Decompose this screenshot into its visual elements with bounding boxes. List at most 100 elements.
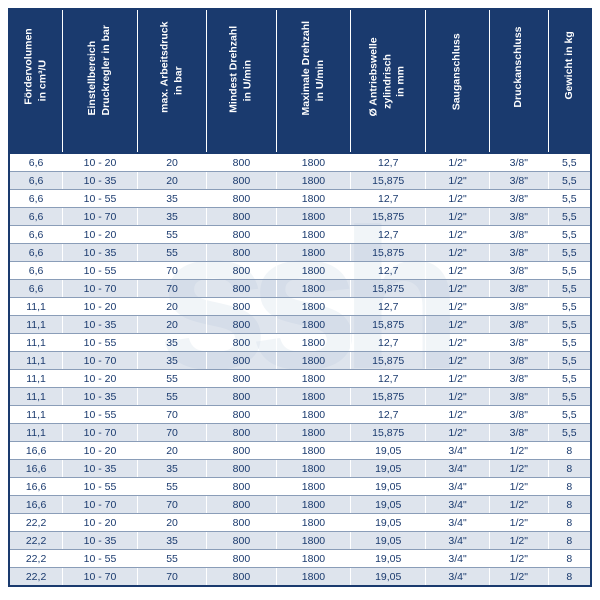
table-cell: 1/2" (490, 460, 549, 478)
table-cell: 8 (548, 532, 591, 550)
column-label: Ø Antriebswellezylindrischin mm (368, 46, 409, 116)
table-cell: 8 (548, 550, 591, 568)
table-cell: 3/8" (490, 172, 549, 190)
table-cell: 20 (137, 442, 206, 460)
table-cell: 3/8" (490, 190, 549, 208)
table-cell: 1/2" (426, 334, 490, 352)
table-cell: 3/8" (490, 388, 549, 406)
table-cell: 3/8" (490, 406, 549, 424)
table-cell: 11,1 (9, 334, 63, 352)
table-cell: 5,5 (548, 298, 591, 316)
table-row: 11,110 - 3520800180015,8751/2"3/8"5,5 (9, 316, 591, 334)
table-cell: 1800 (276, 298, 351, 316)
table-cell: 20 (137, 172, 206, 190)
table-cell: 800 (207, 208, 276, 226)
table-row: 16,610 - 2020800180019,053/4"1/2"8 (9, 442, 591, 460)
table-cell: 8 (548, 442, 591, 460)
table-cell: 1/2" (490, 550, 549, 568)
table-cell: 55 (137, 550, 206, 568)
table-cell: 15,875 (351, 172, 426, 190)
table-cell: 800 (207, 442, 276, 460)
table-cell: 1800 (276, 244, 351, 262)
table-row: 22,210 - 3535800180019,053/4"1/2"8 (9, 532, 591, 550)
table-cell: 800 (207, 352, 276, 370)
table-cell: 12,7 (351, 190, 426, 208)
table-row: 16,610 - 5555800180019,053/4"1/2"8 (9, 478, 591, 496)
table-cell: 5,5 (548, 226, 591, 244)
table-cell: 11,1 (9, 298, 63, 316)
table-cell: 800 (207, 550, 276, 568)
table-cell: 5,5 (548, 262, 591, 280)
table-cell: 800 (207, 532, 276, 550)
table-cell: 1800 (276, 352, 351, 370)
table-cell: 15,875 (351, 244, 426, 262)
table-cell: 55 (137, 370, 206, 388)
column-label: EinstellbereichDruckregler in bar (86, 46, 113, 116)
table-cell: 1/2" (426, 352, 490, 370)
table-cell: 11,1 (9, 352, 63, 370)
table-cell: 1800 (276, 532, 351, 550)
table-cell: 1800 (276, 153, 351, 172)
table-cell: 3/8" (490, 208, 549, 226)
table-cell: 20 (137, 316, 206, 334)
table-cell: 800 (207, 370, 276, 388)
table-cell: 3/8" (490, 352, 549, 370)
table-cell: 15,875 (351, 424, 426, 442)
table-cell: 800 (207, 334, 276, 352)
table-cell: 10 - 70 (63, 208, 138, 226)
table-cell: 3/8" (490, 226, 549, 244)
table-cell: 3/8" (490, 424, 549, 442)
table-cell: 3/8" (490, 316, 549, 334)
table-cell: 800 (207, 496, 276, 514)
table-cell: 1800 (276, 568, 351, 587)
column-label: Sauganschluss (451, 52, 465, 111)
table-cell: 10 - 35 (63, 316, 138, 334)
table-cell: 10 - 70 (63, 280, 138, 298)
table-cell: 10 - 35 (63, 388, 138, 406)
table-cell: 1800 (276, 388, 351, 406)
table-cell: 19,05 (351, 478, 426, 496)
table-cell: 800 (207, 244, 276, 262)
table-row: 6,610 - 7035800180015,8751/2"3/8"5,5 (9, 208, 591, 226)
table-cell: 55 (137, 226, 206, 244)
table-cell: 11,1 (9, 406, 63, 424)
table-cell: 20 (137, 153, 206, 172)
table-cell: 16,6 (9, 496, 63, 514)
table-cell: 10 - 35 (63, 460, 138, 478)
table-cell: 70 (137, 568, 206, 587)
table-cell: 1800 (276, 172, 351, 190)
table-cell: 20 (137, 298, 206, 316)
table-cell: 800 (207, 460, 276, 478)
table-cell: 6,6 (9, 244, 63, 262)
table-cell: 1800 (276, 478, 351, 496)
table-cell: 70 (137, 262, 206, 280)
table-row: 6,610 - 2055800180012,71/2"3/8"5,5 (9, 226, 591, 244)
table-cell: 1800 (276, 514, 351, 532)
column-label: max. Arbeitsdruckin bar (158, 49, 185, 113)
table-row: 11,110 - 3555800180015,8751/2"3/8"5,5 (9, 388, 591, 406)
table-row: 22,210 - 5555800180019,053/4"1/2"8 (9, 550, 591, 568)
table-cell: 1/2" (426, 298, 490, 316)
table-cell: 800 (207, 280, 276, 298)
table-cell: 800 (207, 298, 276, 316)
table-cell: 5,5 (548, 208, 591, 226)
table-cell: 15,875 (351, 280, 426, 298)
table-cell: 1/2" (490, 478, 549, 496)
table-header-row: Fördervolumenin cm³/UEinstellbereichDruc… (9, 9, 591, 153)
table-cell: 16,6 (9, 460, 63, 478)
table-cell: 10 - 55 (63, 406, 138, 424)
table-cell: 1/2" (426, 172, 490, 190)
table-cell: 1800 (276, 424, 351, 442)
table-cell: 5,5 (548, 280, 591, 298)
table-row: 16,610 - 3535800180019,053/4"1/2"8 (9, 460, 591, 478)
table-cell: 1800 (276, 190, 351, 208)
table-row: 22,210 - 2020800180019,053/4"1/2"8 (9, 514, 591, 532)
table-cell: 3/8" (490, 370, 549, 388)
table-cell: 12,7 (351, 298, 426, 316)
table-cell: 1/2" (426, 226, 490, 244)
table-cell: 5,5 (548, 190, 591, 208)
table-cell: 19,05 (351, 460, 426, 478)
table-cell: 800 (207, 190, 276, 208)
table-cell: 35 (137, 352, 206, 370)
table-cell: 11,1 (9, 388, 63, 406)
